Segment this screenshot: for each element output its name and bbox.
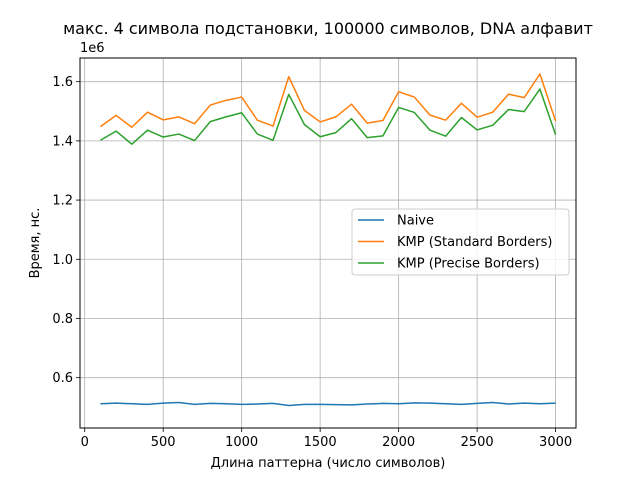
legend-label-3: KMP (Precise Borders) [397,257,540,272]
series-line-1 [100,401,556,407]
legend-box [351,208,570,276]
y-tick-label: 1.2 [52,194,73,209]
y-offset-label: 1e6 [80,41,105,56]
y-tick-label: 0.8 [52,312,73,327]
y-tick-label: 1.4 [52,134,73,149]
x-tick-label: 2500 [461,435,494,450]
y-axis-label: Время, нс. [28,208,43,279]
y-tick-label: 0.6 [52,371,73,386]
x-tick-label: 3000 [539,435,572,450]
plot-frame [79,57,577,429]
y-tick-label: 1.0 [52,253,73,268]
x-tick-label: 500 [151,435,176,450]
x-tick-label: 1500 [304,435,337,450]
series-line-2 [99,73,557,129]
axis-ticks: 0 500 1000 1500 2000 2500 3000 0.6 0.8 1.0 1.2 1.4 1… [52,75,572,450]
series-lines [99,73,557,407]
series-line-3 [100,88,557,145]
chart-title: макс. 4 символа подстановки, 100000 симв… [63,19,593,38]
legend-label-1: Naive [397,214,434,229]
y-tick-label: 1.6 [52,75,73,90]
x-tick-label: 1000 [225,435,258,450]
legend: Naive KMP (Standard Borders) KMP (Precise … [351,208,570,276]
x-tick-label: 2000 [382,435,415,450]
legend-label-2: KMP (Standard Borders) [397,235,553,250]
x-axis-label: Длина паттерна (число символов) [211,456,446,471]
x-tick-label: 0 [81,435,89,450]
